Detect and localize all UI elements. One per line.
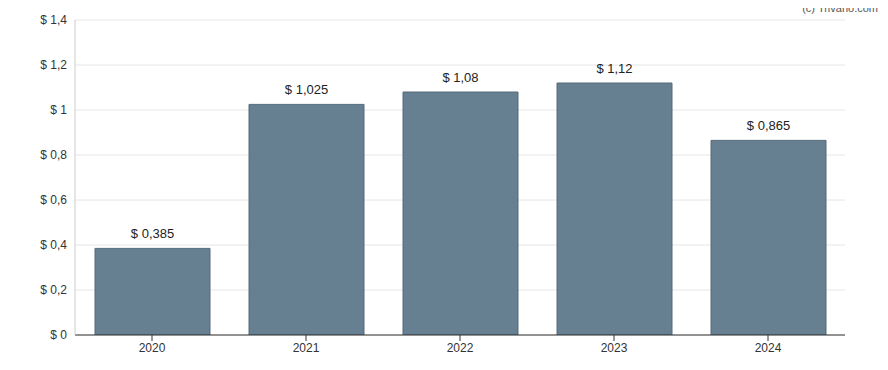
svg-text:$ 1,4: $ 1,4 (40, 13, 67, 27)
svg-text:2024: 2024 (755, 341, 782, 355)
svg-text:$ 0,4: $ 0,4 (40, 238, 67, 252)
svg-text:2021: 2021 (293, 341, 320, 355)
svg-text:$ 0,865: $ 0,865 (747, 118, 790, 133)
svg-text:2022: 2022 (447, 341, 474, 355)
svg-text:2023: 2023 (601, 341, 628, 355)
svg-text:$ 0,385: $ 0,385 (131, 226, 174, 241)
svg-text:$ 0: $ 0 (50, 328, 67, 342)
svg-text:$ 1,2: $ 1,2 (40, 58, 67, 72)
svg-text:$ 1,025: $ 1,025 (285, 82, 328, 97)
svg-text:2020: 2020 (139, 341, 166, 355)
html-text:(c) Trivano.com: (c) Trivano.com (802, 2, 878, 14)
svg-text:$ 0,2: $ 0,2 (40, 283, 67, 297)
svg-text:$ 1: $ 1 (50, 103, 67, 117)
svg-text:$ 0,8: $ 0,8 (40, 148, 67, 162)
svg-text:$ 0,6: $ 0,6 (40, 193, 67, 207)
svg-text:$ 1,08: $ 1,08 (442, 70, 478, 85)
svg-text:$ 1,12: $ 1,12 (596, 61, 632, 76)
